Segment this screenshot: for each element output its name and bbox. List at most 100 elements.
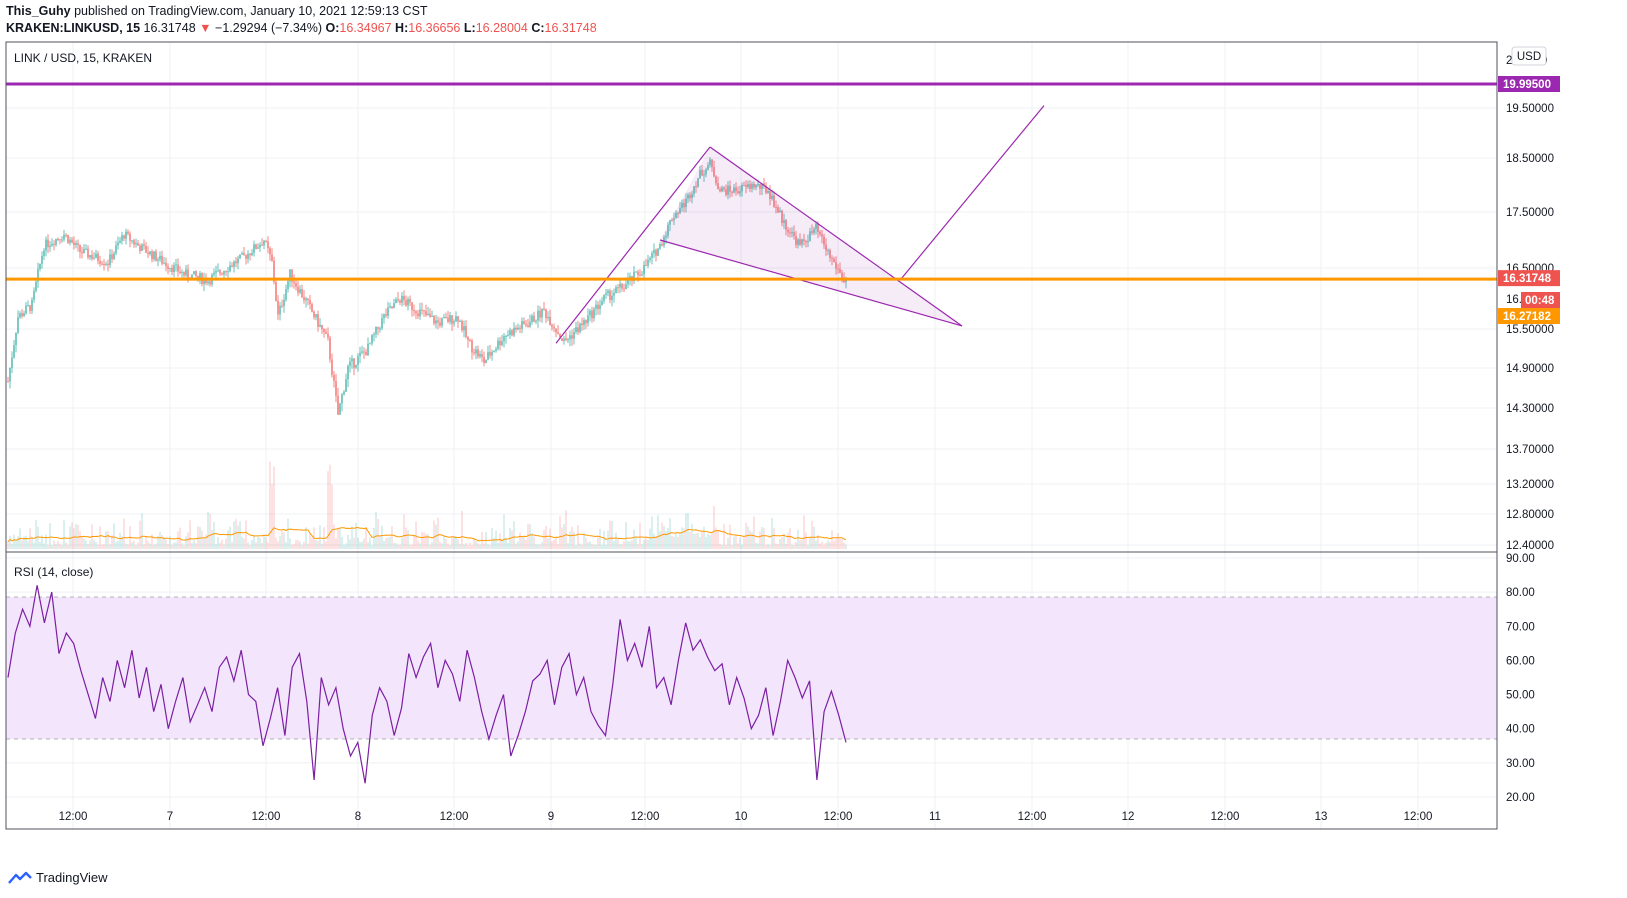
- volume-bar: [145, 536, 147, 549]
- volume-bar: [623, 541, 625, 549]
- volume-bar: [135, 544, 137, 549]
- candle-body: [407, 298, 409, 306]
- candle-body: [117, 242, 119, 246]
- volume-bar: [181, 543, 183, 549]
- volume-bar: [239, 521, 241, 549]
- candle-body: [767, 190, 769, 193]
- volume-bar: [723, 523, 725, 549]
- volume-bar: [381, 525, 383, 549]
- candle-body: [439, 322, 441, 326]
- volume-bar: [51, 544, 53, 549]
- volume-bar: [617, 539, 619, 549]
- candle-body: [289, 269, 291, 282]
- volume-bar: [137, 542, 139, 549]
- price-tick-label: 15.50000: [1506, 324, 1554, 336]
- volume-ma-line: [7, 526, 847, 543]
- candle-body: [493, 350, 495, 353]
- volume-bar: [425, 533, 427, 549]
- candle-body: [235, 261, 237, 264]
- candle-body: [181, 271, 183, 273]
- volume-bar: [337, 528, 339, 549]
- rsi-tick-label: 90.00: [1506, 553, 1535, 565]
- candle-body: [477, 349, 479, 357]
- volume-bar: [629, 541, 631, 549]
- rsi-tick-label: 30.00: [1506, 758, 1535, 770]
- volume-bar: [253, 534, 255, 549]
- volume-bar: [233, 521, 235, 549]
- publisher-name[interactable]: This_Guhy: [6, 4, 71, 18]
- volume-bar: [545, 525, 547, 549]
- candle-body: [99, 260, 101, 264]
- volume-bar: [483, 543, 485, 549]
- volume-bar: [693, 533, 695, 549]
- candle-body: [573, 332, 575, 339]
- candle-body: [783, 220, 785, 223]
- candle-body: [835, 262, 837, 269]
- rsi-band: [6, 597, 1497, 739]
- rsi-line: [7, 585, 847, 784]
- volume-bar: [475, 540, 477, 549]
- candle-body: [41, 256, 43, 264]
- candle-body: [463, 326, 465, 331]
- candle-body: [763, 183, 765, 186]
- volume-bar: [427, 534, 429, 549]
- currency-button[interactable]: [1511, 46, 1547, 66]
- tradingview-brand[interactable]: TradingView: [8, 870, 108, 885]
- volume-bar: [783, 533, 785, 549]
- volume-bar: [57, 540, 59, 549]
- volume-bar: [433, 520, 435, 549]
- candle-body: [7, 381, 9, 383]
- resistance-price-tag: 19.99500: [1498, 76, 1560, 92]
- volume-bar: [393, 543, 395, 549]
- volume-bar: [823, 544, 825, 549]
- candle-body: [475, 349, 477, 354]
- rsi-tick-label: 20.00: [1506, 792, 1535, 804]
- time-axis[interactable]: 12:00 7 12:00 8 12:00 9 12:00 10 12:00 11 12:00 12 1…: [59, 811, 1433, 823]
- volume-bar: [453, 537, 455, 549]
- candle-body: [47, 239, 49, 248]
- volume-bar: [779, 539, 781, 549]
- rsi-axis[interactable]: 90.00 80.00 70.00 60.00 50.00 40.00 30.00 20.00: [1506, 553, 1535, 804]
- volume-bar: [153, 544, 155, 549]
- candle-body: [139, 245, 141, 252]
- candle-body: [13, 345, 15, 358]
- volume-bar: [349, 539, 351, 549]
- volume-bar: [737, 543, 739, 549]
- volume-bar: [739, 537, 741, 549]
- volume-bar: [33, 542, 35, 549]
- volume-bar: [527, 523, 529, 549]
- time-tick-label: 12:00: [631, 811, 660, 823]
- candle-body: [179, 271, 181, 273]
- candle-body: [453, 321, 455, 324]
- candle-body: [673, 218, 675, 221]
- candle-body: [639, 274, 641, 276]
- candle-body: [813, 228, 815, 233]
- pennant-lower-line: [659, 239, 963, 327]
- candle-body: [119, 240, 121, 243]
- volume-bar: [55, 543, 57, 549]
- volume-bar: [81, 536, 83, 549]
- candle-body: [719, 189, 721, 192]
- volume-bar: [401, 537, 403, 549]
- candle-body: [471, 340, 473, 353]
- volume-bar: [17, 536, 19, 549]
- candle-body: [287, 281, 289, 290]
- candle-body: [507, 334, 509, 337]
- candle-body: [145, 245, 147, 253]
- candle-body: [217, 270, 219, 272]
- candle-body: [483, 356, 485, 363]
- low-value: 16.28004: [475, 21, 528, 35]
- volume-bar: [603, 530, 605, 549]
- candle-body: [373, 334, 375, 336]
- triangle-pattern[interactable]: [555, 105, 1045, 344]
- volume-bar: [41, 535, 43, 549]
- horizontal-levels[interactable]: [6, 82, 1497, 281]
- candle-body: [765, 185, 767, 193]
- candle-body: [343, 391, 345, 395]
- candle-body: [103, 263, 105, 265]
- price-axis[interactable]: 19.5000018.5000017.5000016.5000015.50000…: [1506, 103, 1554, 552]
- candle-body: [709, 159, 711, 166]
- candle-body: [295, 283, 297, 287]
- candle-body: [809, 231, 811, 242]
